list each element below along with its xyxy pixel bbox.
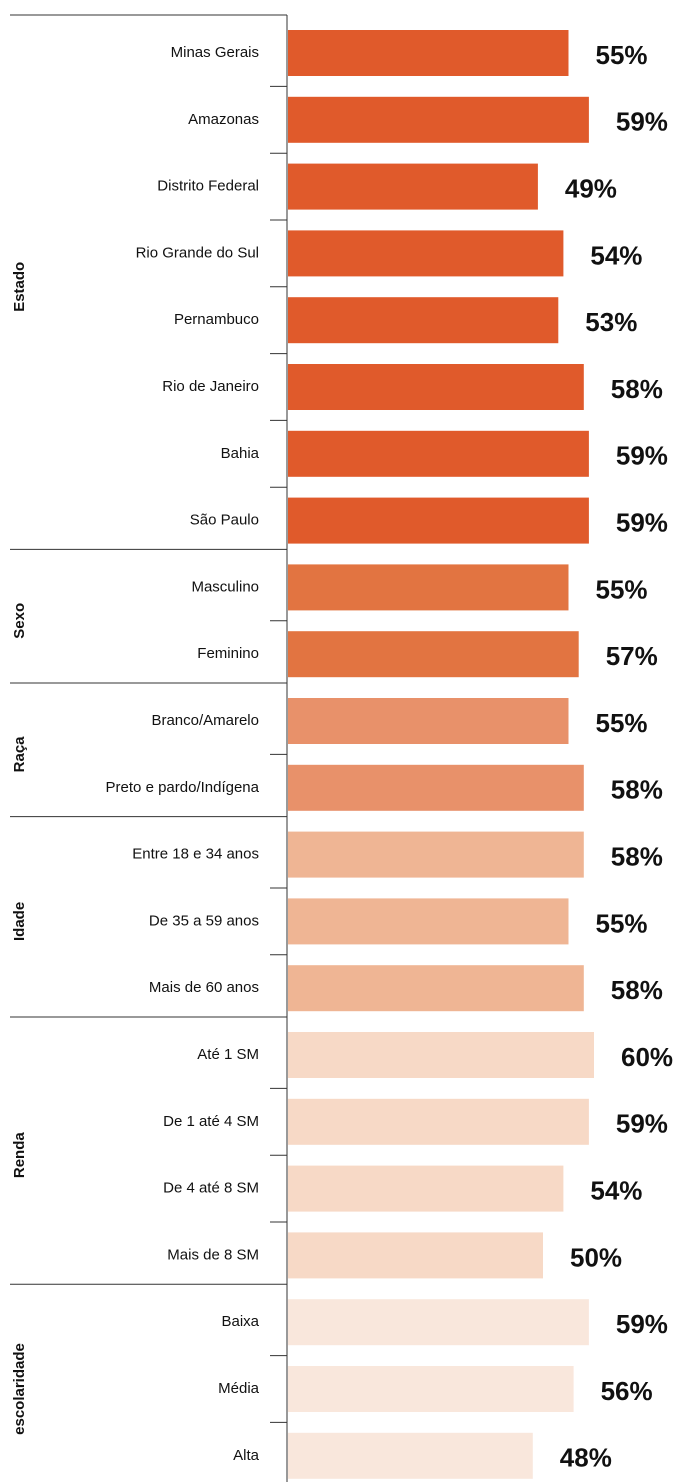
bar <box>288 1032 594 1078</box>
group-label: escolaridade <box>11 1343 28 1435</box>
value-label: 58% <box>611 775 663 805</box>
category-label: Mais de 60 anos <box>149 979 259 996</box>
value-label: 49% <box>565 173 617 203</box>
value-label: 58% <box>611 841 663 871</box>
value-label: 59% <box>616 507 668 537</box>
bar <box>288 297 559 344</box>
category-label: Amazonas <box>188 111 259 128</box>
bar <box>288 1299 589 1346</box>
value-label: 53% <box>585 307 637 337</box>
bar <box>288 1232 543 1279</box>
category-label: Rio de Janeiro <box>162 378 259 395</box>
value-label: 59% <box>616 1309 668 1339</box>
category-label: Média <box>218 1380 260 1397</box>
category-label: Até 1 SM <box>197 1046 259 1063</box>
category-label: Baixa <box>221 1313 259 1330</box>
bar <box>288 631 579 678</box>
value-label: 60% <box>621 1042 673 1072</box>
category-label: Mais de 8 SM <box>167 1246 259 1263</box>
bar <box>288 831 584 878</box>
category-label: Alta <box>233 1447 260 1464</box>
bar <box>288 1432 533 1479</box>
value-label: 59% <box>616 1109 668 1139</box>
value-label: 57% <box>606 641 658 671</box>
category-label: São Paulo <box>190 512 259 529</box>
category-label: Feminino <box>197 645 259 662</box>
bar <box>288 230 564 277</box>
bar <box>288 364 584 410</box>
value-label: 54% <box>590 1175 642 1205</box>
value-label: 50% <box>570 1242 622 1272</box>
bar <box>288 898 569 945</box>
value-label: 59% <box>616 107 668 137</box>
value-label: 55% <box>596 708 648 738</box>
value-label: 55% <box>596 574 648 604</box>
category-label: Entre 18 e 34 anos <box>132 846 259 863</box>
value-label: 48% <box>560 1443 612 1473</box>
group-label: Renda <box>11 1132 28 1179</box>
bar <box>288 1165 564 1212</box>
value-label: 54% <box>590 240 642 270</box>
category-label: Preto e pardo/Indígena <box>106 779 260 796</box>
group-label: Sexo <box>11 603 28 639</box>
bar <box>288 430 589 477</box>
category-label: De 4 até 8 SM <box>163 1180 259 1197</box>
value-label: 58% <box>611 374 663 404</box>
category-label: Distrito Federal <box>157 178 259 195</box>
bar <box>288 163 538 210</box>
bar <box>288 30 569 76</box>
bar <box>288 1366 574 1412</box>
group-label: Raça <box>11 736 28 773</box>
value-label: 55% <box>596 908 648 938</box>
bar <box>288 497 589 544</box>
value-label: 59% <box>616 441 668 471</box>
bar <box>288 96 589 143</box>
category-label: Pernambuco <box>174 311 259 328</box>
category-label: Masculino <box>191 578 259 595</box>
bar <box>288 698 569 744</box>
category-label: Branco/Amarelo <box>151 712 259 729</box>
category-label: De 35 a 59 anos <box>149 912 259 929</box>
group-label: Idade <box>11 902 28 941</box>
bar <box>288 764 584 811</box>
group-label: Estado <box>11 262 28 312</box>
value-label: 58% <box>611 975 663 1005</box>
category-label: Rio Grande do Sul <box>136 244 259 261</box>
value-label: 56% <box>601 1376 653 1406</box>
value-label: 55% <box>596 40 648 70</box>
bar <box>288 564 569 611</box>
category-label: De 1 até 4 SM <box>163 1113 259 1130</box>
bar <box>288 1098 589 1145</box>
category-label: Bahia <box>221 445 260 462</box>
bar <box>288 965 584 1012</box>
category-label: Minas Gerais <box>171 44 259 61</box>
